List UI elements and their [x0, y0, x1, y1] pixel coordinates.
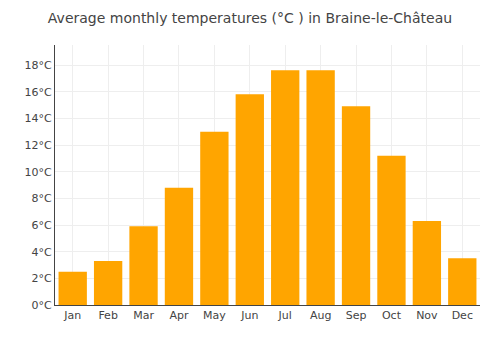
svg-text:Mar: Mar [133, 309, 154, 322]
svg-text:Dec: Dec [452, 309, 473, 322]
svg-text:May: May [203, 309, 226, 322]
svg-text:Nov: Nov [416, 309, 438, 322]
svg-text:Jul: Jul [278, 309, 292, 322]
svg-text:2°C: 2°C [32, 272, 52, 285]
svg-text:14°C: 14°C [25, 112, 52, 125]
svg-text:Aug: Aug [310, 309, 331, 322]
svg-text:8°C: 8°C [32, 192, 52, 205]
svg-text:4°C: 4°C [32, 246, 52, 259]
svg-text:Apr: Apr [169, 309, 189, 322]
svg-text:16°C: 16°C [25, 86, 52, 99]
svg-text:Average monthly temperatures (: Average monthly temperatures (°C ) in Br… [48, 10, 452, 26]
svg-text:Oct: Oct [382, 309, 402, 322]
svg-text:6°C: 6°C [32, 219, 52, 232]
svg-text:Jun: Jun [240, 309, 258, 322]
svg-text:10°C: 10°C [25, 166, 52, 179]
svg-text:18°C: 18°C [25, 59, 52, 72]
svg-text:Feb: Feb [98, 309, 117, 322]
svg-text:Jan: Jan [63, 309, 81, 322]
svg-text:0°C: 0°C [32, 299, 52, 312]
svg-text:12°C: 12°C [25, 139, 52, 152]
svg-text:Sep: Sep [346, 309, 367, 322]
